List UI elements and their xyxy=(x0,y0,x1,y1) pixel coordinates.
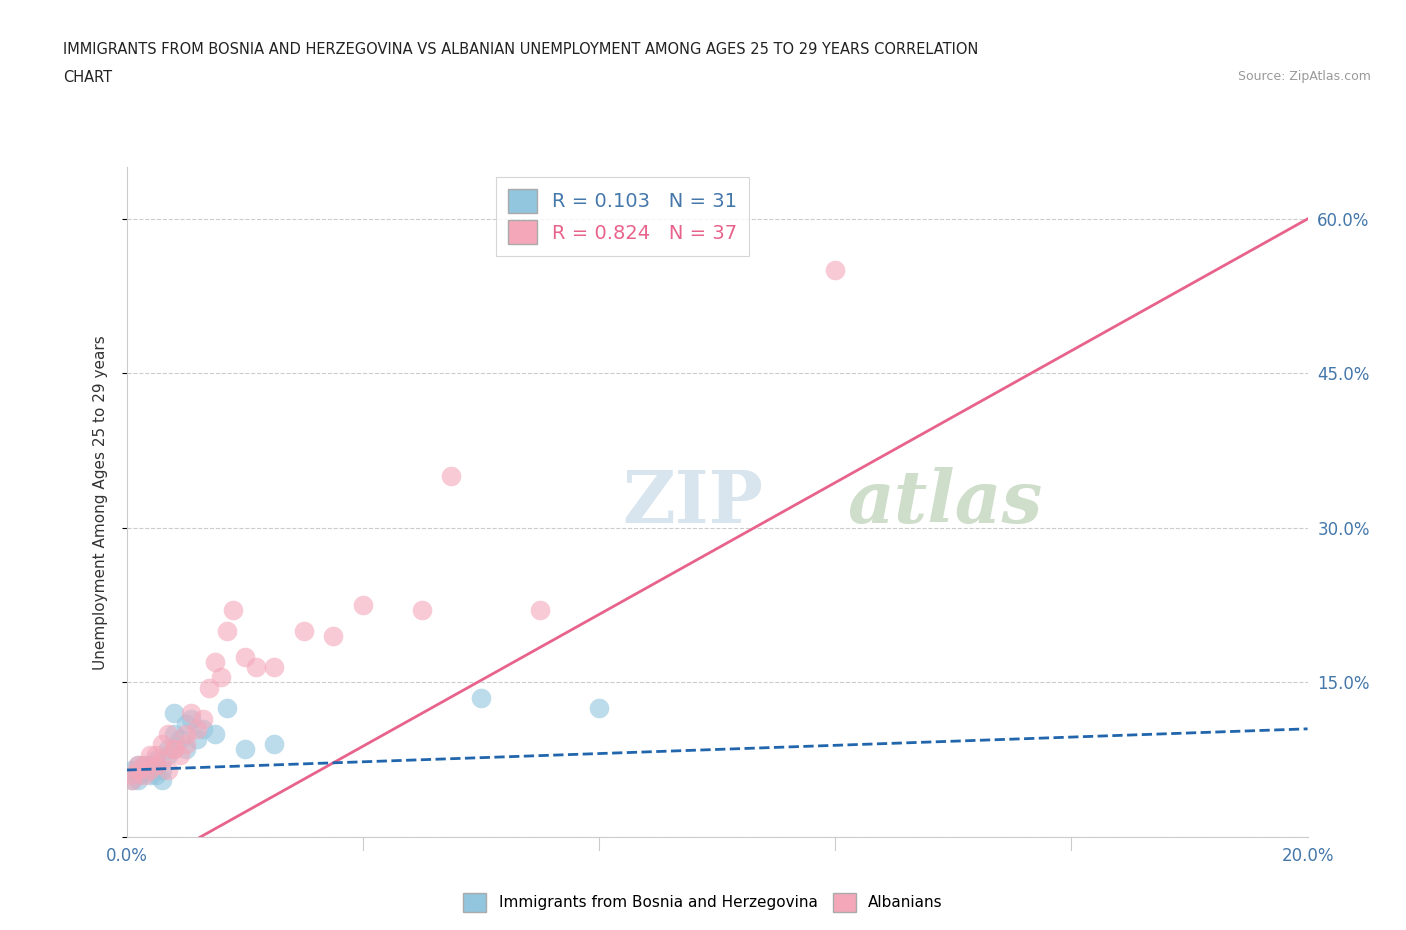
Point xyxy=(233,649,256,664)
Point xyxy=(215,623,238,638)
Point xyxy=(174,737,197,751)
Point xyxy=(139,757,162,772)
Point xyxy=(209,670,232,684)
Point xyxy=(169,747,191,762)
Point xyxy=(150,752,173,767)
Point xyxy=(204,726,226,741)
Point xyxy=(121,768,143,783)
Point xyxy=(145,747,167,762)
Point xyxy=(440,469,463,484)
Point xyxy=(322,629,344,644)
Point xyxy=(263,659,285,674)
Point xyxy=(163,726,186,741)
Point xyxy=(180,706,202,721)
Point xyxy=(470,690,492,705)
Text: atlas: atlas xyxy=(846,467,1042,538)
Point xyxy=(127,773,149,788)
Point xyxy=(174,716,197,731)
Point xyxy=(121,763,143,777)
Point xyxy=(139,768,162,783)
Point xyxy=(121,773,143,788)
Point xyxy=(193,722,215,737)
Point xyxy=(588,701,610,716)
Point xyxy=(145,768,167,783)
Point xyxy=(156,763,179,777)
Point xyxy=(186,722,208,737)
Point xyxy=(145,752,167,767)
Point xyxy=(134,768,156,783)
Point xyxy=(163,742,186,757)
Point xyxy=(193,711,215,726)
Point xyxy=(156,747,179,762)
Point xyxy=(139,747,162,762)
Point xyxy=(529,603,551,618)
Point xyxy=(163,742,186,757)
Point xyxy=(150,763,173,777)
Point xyxy=(134,757,156,772)
Point xyxy=(156,726,179,741)
Point xyxy=(292,623,315,638)
Point xyxy=(127,768,149,783)
Point xyxy=(245,659,267,674)
Point xyxy=(186,732,208,747)
Point xyxy=(352,598,374,613)
Legend: Immigrants from Bosnia and Herzegovina, Albanians: Immigrants from Bosnia and Herzegovina, … xyxy=(457,887,949,918)
Point xyxy=(127,763,149,777)
Legend: R = 0.103   N = 31, R = 0.824   N = 37: R = 0.103 N = 31, R = 0.824 N = 37 xyxy=(496,177,749,256)
Text: CHART: CHART xyxy=(63,70,112,85)
Point xyxy=(411,603,433,618)
Point xyxy=(127,757,149,772)
Point xyxy=(174,726,197,741)
Point xyxy=(215,701,238,716)
Text: ZIP: ZIP xyxy=(623,467,763,538)
Point xyxy=(222,603,245,618)
Point xyxy=(233,742,256,757)
Point xyxy=(180,711,202,726)
Point xyxy=(145,757,167,772)
Point xyxy=(263,737,285,751)
Point xyxy=(150,737,173,751)
Point xyxy=(169,732,191,747)
Y-axis label: Unemployment Among Ages 25 to 29 years: Unemployment Among Ages 25 to 29 years xyxy=(93,335,108,670)
Point xyxy=(134,757,156,772)
Point xyxy=(198,680,221,695)
Point xyxy=(134,763,156,777)
Point xyxy=(139,763,162,777)
Point xyxy=(174,742,197,757)
Text: IMMIGRANTS FROM BOSNIA AND HERZEGOVINA VS ALBANIAN UNEMPLOYMENT AMONG AGES 25 TO: IMMIGRANTS FROM BOSNIA AND HERZEGOVINA V… xyxy=(63,42,979,57)
Point xyxy=(204,655,226,670)
Point xyxy=(127,757,149,772)
Text: Source: ZipAtlas.com: Source: ZipAtlas.com xyxy=(1237,70,1371,83)
Point xyxy=(145,757,167,772)
Point xyxy=(163,706,186,721)
Point xyxy=(156,742,179,757)
Point xyxy=(824,263,846,278)
Point xyxy=(150,773,173,788)
Point xyxy=(139,763,162,777)
Point xyxy=(121,773,143,788)
